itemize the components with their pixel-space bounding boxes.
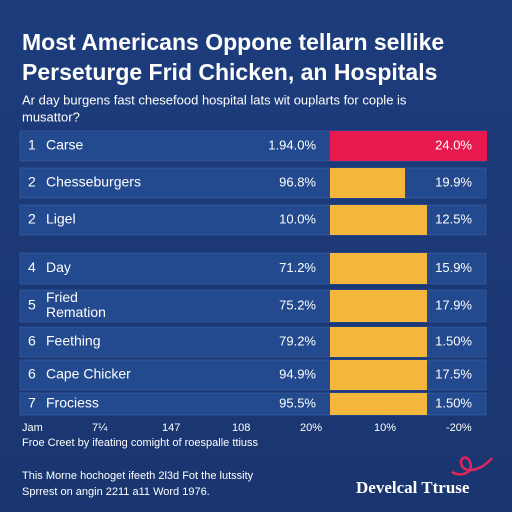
row-value: 71.2% [279,260,316,275]
axis: Jam 7¼ 147 108 20% 10% -20% [22,422,472,434]
bar [330,393,427,415]
row-label: Cape Chicker [46,366,131,382]
row-label: Day [46,259,71,275]
logo: Develcal Ttruse [356,478,470,497]
bar [330,327,427,357]
row-label: Carse [46,137,84,153]
row-value: 95.5% [279,395,316,410]
row-value: 75.2% [279,297,316,312]
bar [330,168,405,198]
row-share: 17.9% [435,297,472,312]
row-label: Fried [46,289,78,305]
rank: 4 [28,259,36,275]
row-share: 17.5% [435,366,472,381]
axis-label: 147 [162,422,180,434]
row-share: 1.50% [435,333,472,348]
axis-label: 108 [232,422,250,434]
footer-line: This Morne hochoget ifeeth 2l3d Fot the … [22,470,254,482]
row-value: 94.9% [279,366,316,381]
row-share: 24.0% [435,137,472,152]
bar [330,205,427,235]
bar [330,290,427,322]
table: 1 Carse 1.94.0% 24.0% 2 Chesseburgers 96.8% 19.… [19,130,487,416]
row-value: 10.0% [279,211,316,226]
row-label: Remation [46,304,106,320]
footer-line: Sprrest on angin 2211 a11 Word 1976. [22,486,210,498]
axis-label: Jam [22,422,43,434]
row-label: Chesseburgers [46,174,141,190]
row-value: 1.94.0% [268,137,316,152]
bar [330,253,427,284]
row-bg [19,167,487,199]
axis-label: 10% [374,422,396,434]
row-value: 96.8% [279,174,316,189]
bar [330,360,427,390]
subtitle: musattor? [22,109,80,124]
row-share: 12.5% [435,211,472,226]
rank: 2 [28,174,36,190]
row-label: Ligel [46,211,76,227]
title: Most Americans Oppone tellarn sellike [22,29,444,55]
title: Perseturge Frid Chicken, an Hospitals [22,59,437,85]
subtitle: Ar day burgens fast chesefood hospital l… [22,92,407,107]
rank: 6 [28,333,36,349]
row-share: 1.50% [435,395,472,410]
row-label: Feething [46,333,100,349]
footnote: Froe Creet by ifeating comight of roespa… [22,437,259,449]
rank: 5 [28,297,36,313]
axis-label: 20% [300,422,322,434]
row-share: 19.9% [435,174,472,189]
rank: 6 [28,366,36,382]
row-label: Frociess [46,395,99,411]
rank: 7 [28,395,36,411]
rank: 2 [28,211,36,227]
row-share: 15.9% [435,260,472,275]
bar [330,131,487,161]
row-value: 79.2% [279,333,316,348]
logo-icon [451,456,493,476]
axis-label: -20% [446,422,472,434]
axis-label: 7¼ [92,422,108,434]
rank: 1 [28,137,36,153]
